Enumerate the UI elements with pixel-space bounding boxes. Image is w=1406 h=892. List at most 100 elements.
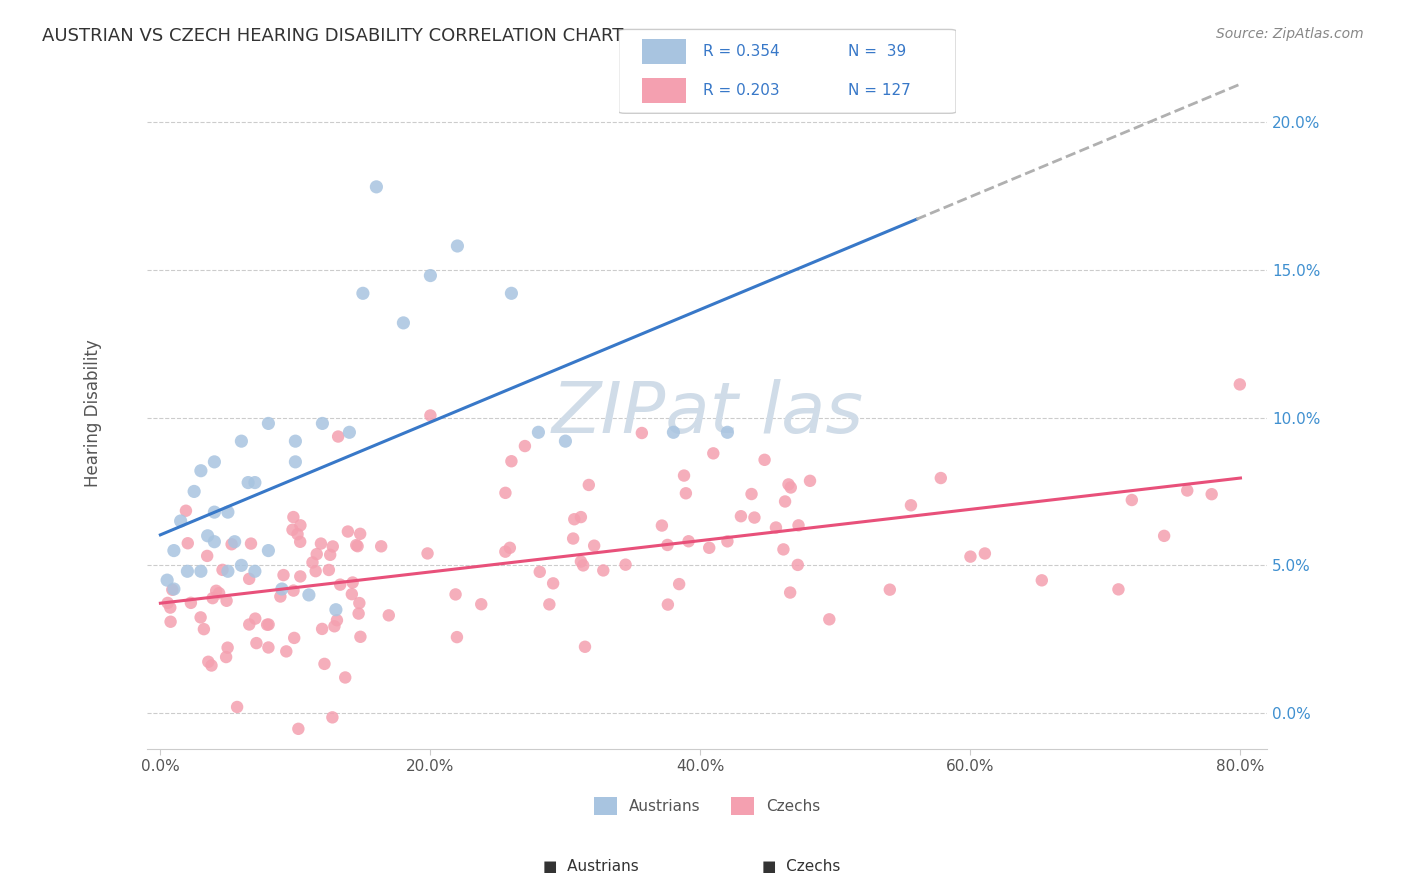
Point [236,475,259,490]
FancyBboxPatch shape [643,78,686,103]
Point [238,617,260,632]
Text: Source: ZipAtlas.com: Source: ZipAtlas.com [1216,27,1364,41]
Point [283,583,305,598]
Point [290,518,312,533]
Point [1153,529,1175,543]
Point [156,573,179,587]
Text: N = 127: N = 127 [848,83,911,97]
Point [1031,574,1053,588]
Point [245,636,267,650]
Point [1121,493,1143,508]
Point [959,549,981,564]
Point [283,631,305,645]
Point [301,556,323,570]
Point [163,582,186,596]
Point [326,613,349,627]
Point [673,468,696,483]
Point [347,607,370,621]
Point [662,425,685,440]
Point [657,598,679,612]
Point [190,464,212,478]
Point [340,587,363,601]
Point [352,286,374,301]
Point [541,576,564,591]
Point [215,650,238,665]
Point [276,644,298,658]
Point [349,526,371,541]
Point [240,536,263,550]
Point [156,596,179,610]
Point [900,498,922,512]
Point [176,564,198,578]
Point [321,710,343,724]
Point [574,640,596,654]
Point [879,582,901,597]
Point [284,434,307,449]
Point [314,657,336,671]
Point [1201,487,1223,501]
Point [1229,377,1251,392]
Point [287,527,309,541]
Point [973,546,995,560]
Point [342,575,364,590]
Point [169,514,191,528]
Point [195,549,218,563]
Point [215,594,238,608]
Point [416,546,439,560]
Point [349,596,371,610]
Point [335,670,357,684]
Point [305,564,328,578]
Point [190,564,212,578]
Point [779,585,801,599]
Point [190,610,212,624]
Point [470,597,492,611]
Point [197,655,219,669]
Point [208,586,231,600]
Point [339,425,361,440]
Point [446,239,468,253]
Point [159,600,181,615]
Point [256,617,278,632]
Point [349,630,371,644]
Point [243,475,266,490]
Point [326,429,349,443]
Point [773,494,796,508]
Point [614,558,637,572]
FancyBboxPatch shape [643,39,686,64]
Point [298,588,321,602]
Point [322,540,344,554]
Point [202,534,225,549]
Point [217,564,239,578]
Point [444,587,467,601]
Y-axis label: Hearing Disability: Hearing Disability [84,339,103,487]
Point [269,590,291,604]
Point [702,446,724,460]
Point [1175,483,1198,498]
Point [346,539,368,553]
Point [344,538,367,552]
Point [257,617,280,632]
Point [583,539,606,553]
Point [180,596,202,610]
Point [392,316,415,330]
Point [668,577,690,591]
Point [765,520,787,534]
Point [226,700,249,714]
Point [257,543,280,558]
Point [325,603,347,617]
Point [231,558,253,573]
Point [305,547,328,561]
Point [231,434,253,449]
Point [929,471,952,485]
Point [675,486,697,500]
Point [538,598,561,612]
Point [494,544,516,558]
Point [183,484,205,499]
Point [501,286,523,301]
Point [245,612,267,626]
Point [730,509,752,524]
Point [501,454,523,468]
Point [494,486,516,500]
Point [162,582,184,597]
Point [163,543,186,558]
